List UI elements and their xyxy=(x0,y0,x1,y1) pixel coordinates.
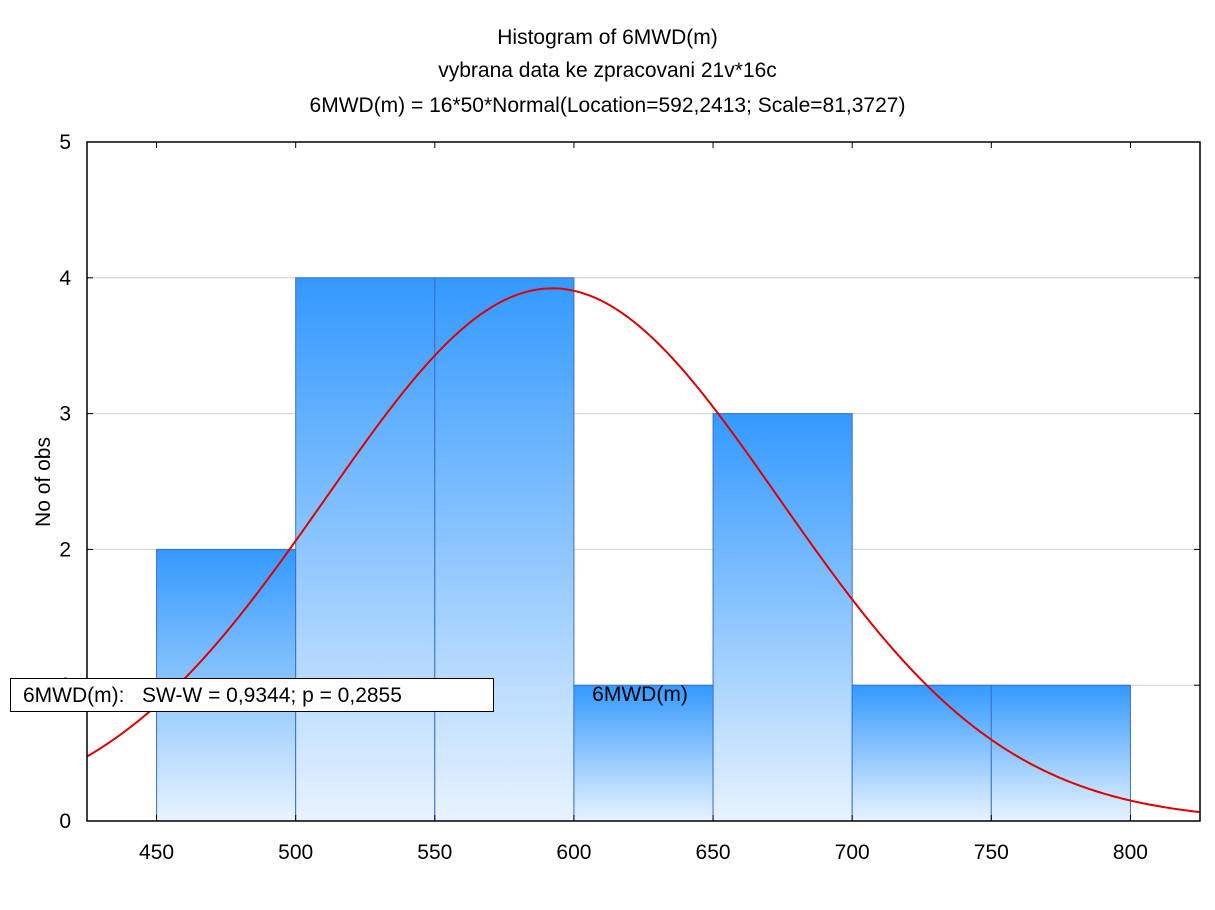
x-tick-label: 800 xyxy=(1113,841,1148,864)
x-axis-label: 6MWD(m) xyxy=(592,683,688,706)
shapiro-wilk-stats-box: 6MWD(m): SW-W = 0,9344; p = 0,2855 xyxy=(10,678,494,712)
x-tick-label: 650 xyxy=(696,841,731,864)
histogram-bar xyxy=(851,684,992,822)
x-tick-label: 600 xyxy=(556,841,591,864)
y-tick-label: 3 xyxy=(59,403,71,426)
x-tick-label: 500 xyxy=(278,841,313,864)
x-tick-label: 450 xyxy=(139,841,174,864)
x-tick-label: 750 xyxy=(974,841,1009,864)
y-axis-label: No of obs xyxy=(32,437,55,527)
y-tick-label: 5 xyxy=(59,131,71,154)
y-tick-label: 4 xyxy=(59,267,71,290)
chart-subtitle: vybrana data ke zpracovani 21v*16c xyxy=(438,59,777,82)
histogram-bar xyxy=(434,277,575,822)
chart-title: Histogram of 6MWD(m) xyxy=(497,26,718,49)
normal-fit-curve xyxy=(86,287,1201,814)
x-tick-label: 700 xyxy=(835,841,870,864)
y-tick-label: 2 xyxy=(59,538,71,561)
chart-fit-formula: 6MWD(m) = 16*50*Normal(Location=592,2413… xyxy=(309,94,906,117)
plot-frame xyxy=(86,141,1201,822)
histogram-bar xyxy=(712,413,853,822)
x-tick-label: 550 xyxy=(417,841,452,864)
y-tick-label: 0 xyxy=(59,810,71,833)
histogram-bar xyxy=(295,277,436,822)
